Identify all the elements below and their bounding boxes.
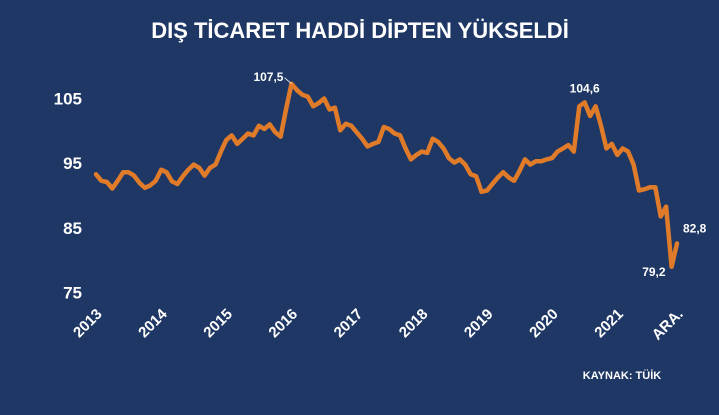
- y-tick-label: 85: [63, 219, 82, 238]
- x-tick-label: 2021: [591, 306, 627, 342]
- x-tick-label: 2014: [135, 305, 171, 341]
- value-label: 79,2: [642, 265, 666, 279]
- x-tick-label: ARA.: [649, 306, 687, 344]
- x-tick-label: 2015: [200, 306, 236, 342]
- leader: [284, 77, 292, 84]
- x-tick-label: 2020: [526, 306, 562, 342]
- source: KAYNAK: TÜİK: [583, 369, 661, 382]
- chart-title: DIŞ TİCARET HADDİ DİPTEN YÜKSELDİ: [151, 18, 569, 43]
- y-tick-label: 75: [63, 284, 82, 303]
- x-tick-label: 2016: [265, 306, 301, 342]
- y-tick-label: 105: [54, 89, 82, 108]
- x-tick-label: 2013: [70, 306, 106, 342]
- line: [93, 81, 680, 270]
- y-tick-label: 95: [63, 154, 82, 173]
- value-label: 104,6: [570, 82, 600, 96]
- x-tick-label: 2018: [396, 306, 432, 342]
- value-label: 107,5: [253, 70, 283, 84]
- x-tick-label: 2017: [331, 306, 367, 342]
- value-label: 82,8: [683, 222, 707, 236]
- x-tick-label: 2019: [461, 306, 497, 342]
